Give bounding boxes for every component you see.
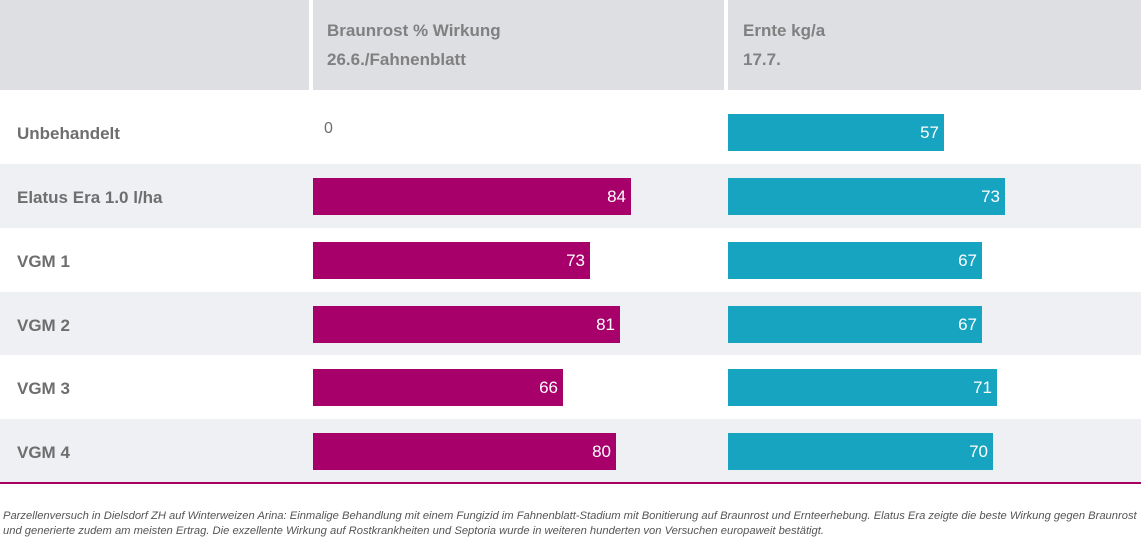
- table-row: Elatus Era 1.0 l/ha 84 73: [0, 164, 1141, 228]
- bar-value-label: 71: [973, 378, 992, 397]
- bar-value-label: 73: [981, 187, 1000, 206]
- header-braunrost-date: 26.6./Fahnenblatt: [327, 50, 466, 69]
- row-label: VGM 2: [17, 316, 70, 335]
- ernte-bar: 57: [728, 114, 944, 151]
- bar-value-label: 0: [324, 120, 333, 137]
- braunrost-bar: 81: [313, 306, 620, 343]
- bar-value-label: 66: [539, 378, 558, 397]
- table-row: VGM 2 81 67: [0, 292, 1141, 355]
- ernte-bar: 67: [728, 306, 982, 343]
- table-row: VGM 1 73 67: [0, 228, 1141, 292]
- bar-value-label: 57: [920, 123, 939, 142]
- bar-value-label: 84: [607, 187, 626, 206]
- header-separator: [309, 0, 313, 90]
- bar-value-label: 67: [958, 251, 977, 270]
- table-header: Braunrost % Wirkung 26.6./Fahnenblatt Er…: [0, 0, 1141, 90]
- table-row: Unbehandelt 0 57: [0, 100, 1141, 164]
- ernte-bar: 67: [728, 242, 982, 279]
- header-empty-cell: [0, 0, 309, 90]
- bar-value-label: 67: [958, 315, 977, 334]
- bar-value-label: 70: [969, 442, 988, 461]
- header-ernte-date: 17.7.: [743, 50, 781, 69]
- bar-value-label: 81: [596, 315, 615, 334]
- row-label: VGM 1: [17, 252, 70, 271]
- bottom-divider: [0, 482, 1141, 484]
- header-separator: [724, 0, 728, 90]
- braunrost-bar: 73: [313, 242, 590, 279]
- bar-value-label: 80: [592, 442, 611, 461]
- row-label: Elatus Era 1.0 l/ha: [17, 188, 163, 207]
- header-braunrost-title: Braunrost % Wirkung: [327, 21, 501, 40]
- braunrost-bar: 84: [313, 178, 631, 215]
- table-row: VGM 3 66 71: [0, 355, 1141, 419]
- ernte-bar: 71: [728, 369, 997, 406]
- header-braunrost: Braunrost % Wirkung 26.6./Fahnenblatt: [313, 0, 724, 90]
- braunrost-bar: 80: [313, 433, 616, 470]
- table-row: VGM 4 80 70: [0, 419, 1141, 483]
- row-label: VGM 3: [17, 379, 70, 398]
- header-ernte: Ernte kg/a 17.7.: [728, 0, 1141, 90]
- ernte-bar: 70: [728, 433, 993, 470]
- ernte-bar: 73: [728, 178, 1005, 215]
- braunrost-bar: 66: [313, 369, 563, 406]
- footnote: Parzellenversuch in Dielsdorf ZH auf Win…: [3, 510, 1137, 537]
- row-label: Unbehandelt: [17, 124, 120, 143]
- row-label: VGM 4: [17, 443, 70, 462]
- bar-value-label: 73: [566, 251, 585, 270]
- header-ernte-title: Ernte kg/a: [743, 21, 826, 40]
